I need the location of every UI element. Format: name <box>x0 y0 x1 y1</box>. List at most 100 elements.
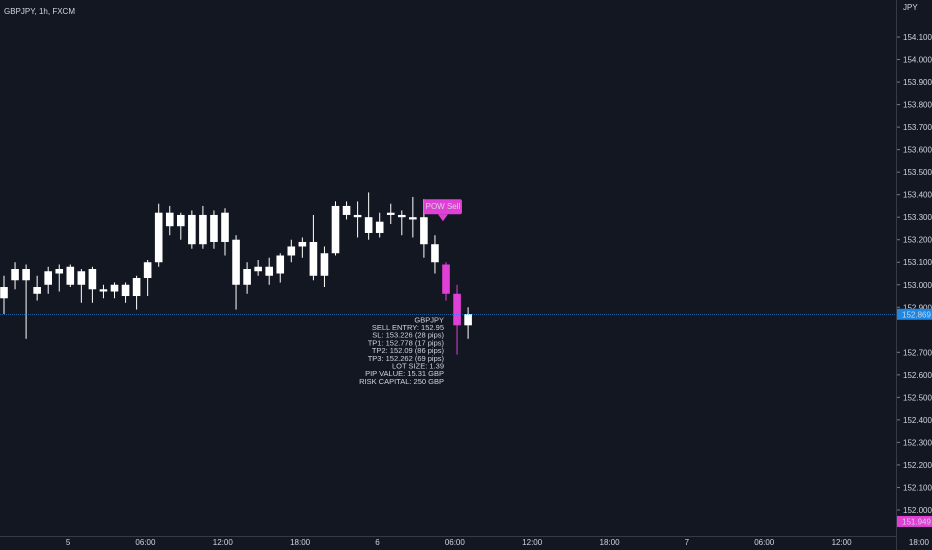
price-tick-label: 152.400 <box>903 416 932 425</box>
time-tick-label: 12:00 <box>522 538 543 547</box>
trade-info-line: PIP VALUE: 15.31 GBP <box>365 369 444 378</box>
price-tick-label: 153.100 <box>903 258 932 267</box>
price-tick-label: 152.100 <box>903 483 932 492</box>
candle-body <box>188 214 196 245</box>
price-tick-label: 153.000 <box>903 281 932 290</box>
candle-body <box>55 269 64 274</box>
candle-body <box>121 284 130 297</box>
candle-body <box>11 269 19 281</box>
candle-body <box>66 266 75 285</box>
trade-info-line: SELL ENTRY: 152.95 <box>372 323 444 332</box>
last-price-tag-box <box>897 308 932 320</box>
candle-body <box>44 271 52 285</box>
price-tick-label: 153.600 <box>903 146 932 155</box>
trade-info-line: LOT SIZE: 1.39 <box>392 361 444 370</box>
target-price-tag-text: 151.949 <box>902 517 931 526</box>
candle-body <box>165 212 174 227</box>
price-tick-label: 152.900 <box>903 303 932 312</box>
candle-body <box>287 246 296 256</box>
trade-info-line: TP3: 152.262 (69 pips) <box>368 354 445 363</box>
candle-body <box>243 269 251 285</box>
candle-body <box>309 241 318 276</box>
candle-body <box>265 266 273 276</box>
candle-body <box>210 214 218 242</box>
time-tick-label: 06:00 <box>445 538 466 547</box>
candle-body <box>221 212 229 242</box>
time-tick-label: 06:00 <box>135 538 156 547</box>
price-tick-label: 152.300 <box>903 438 932 447</box>
price-tick-label: 152.200 <box>903 461 932 470</box>
candle-body <box>453 293 461 326</box>
price-tick-label: 154.000 <box>903 56 932 65</box>
time-tick-label: 12:00 <box>832 538 853 547</box>
time-tick-label: 18:00 <box>600 538 621 547</box>
candle-body <box>0 287 8 299</box>
target-price-tag: 151.949 <box>897 515 932 527</box>
last-price-tag-text: 152.869 <box>902 310 931 319</box>
last-price-tag: 152.869 <box>897 308 932 320</box>
candle-body <box>199 214 207 245</box>
candle-body <box>442 264 450 294</box>
price-tick-label: 153.400 <box>903 191 932 200</box>
candle-body <box>364 217 373 233</box>
candles-layer <box>0 192 472 355</box>
candle-body <box>431 244 439 263</box>
trade-info-line: SL: 153.226 (28 pips) <box>372 331 444 340</box>
candle-body <box>331 205 340 254</box>
time-tick-label: 06:00 <box>754 538 775 547</box>
trade-info-line: RISK CAPITAL: 250 GBP <box>359 377 444 386</box>
trade-info-line: TP1: 152.778 (17 pips) <box>368 338 445 347</box>
candle-body <box>320 253 329 276</box>
candle-body <box>398 214 406 218</box>
time-axis-ticks: 5 06:00 12:00 18:00 6 06:00 12:00 18:00 7 06:00 12… <box>66 538 930 547</box>
price-tick-label: 152.500 <box>903 393 932 402</box>
candle-body <box>22 269 30 281</box>
candle-body <box>375 221 384 233</box>
candle-body <box>464 314 472 326</box>
price-tick-label: 153.800 <box>903 101 932 110</box>
candle-body <box>33 287 41 294</box>
time-tick-label: 7 <box>685 538 690 547</box>
time-tick-label: 18:00 <box>909 538 930 547</box>
price-tick-label: 153.500 <box>903 168 932 177</box>
currency-label: JPY <box>903 3 918 12</box>
candle-body <box>132 278 141 297</box>
candle-body <box>99 289 108 292</box>
candle-body <box>110 284 119 292</box>
candle-body <box>409 217 417 220</box>
candle-body <box>342 205 351 215</box>
candle-body <box>353 214 362 218</box>
trade-info-line: GBPJPY <box>414 315 444 324</box>
price-axis[interactable] <box>897 0 932 550</box>
price-tick-label: 152.700 <box>903 348 932 357</box>
candle-body <box>386 212 395 215</box>
time-tick-label: 6 <box>375 538 380 547</box>
candle-body <box>232 239 240 285</box>
price-tick-label: 152.600 <box>903 371 932 380</box>
time-tick-label: 12:00 <box>213 538 234 547</box>
time-tick-label: 18:00 <box>290 538 311 547</box>
candle-body <box>154 212 163 263</box>
price-tick-label: 153.300 <box>903 213 932 222</box>
price-tick-label: 153.700 <box>903 123 932 132</box>
signal-label-text: POW Sell <box>426 202 461 211</box>
signal-arrow-icon <box>437 214 448 222</box>
candle-body <box>276 255 285 274</box>
candle-body <box>298 241 307 247</box>
symbol-legend: GBPJPY, 1h, FXCM <box>4 7 75 16</box>
trade-info-line: TP2: 152.09 (86 pips) <box>372 346 445 355</box>
time-tick-label: 5 <box>66 538 71 547</box>
target-price-tag-box <box>897 515 932 527</box>
candle-body <box>88 269 97 290</box>
candle-body <box>177 214 185 227</box>
signal-marker[interactable]: POW Sell <box>423 199 462 222</box>
price-tick-label: 153.900 <box>903 78 932 87</box>
candle-body <box>143 262 152 279</box>
price-tick-label: 152.000 <box>903 506 932 515</box>
price-tick-label: 153.200 <box>903 236 932 245</box>
price-axis-ticks: 154.100 154.000 153.900 153.800 153.700 153.6… <box>897 33 932 515</box>
candle-body <box>254 266 262 272</box>
candle-body <box>77 271 86 285</box>
